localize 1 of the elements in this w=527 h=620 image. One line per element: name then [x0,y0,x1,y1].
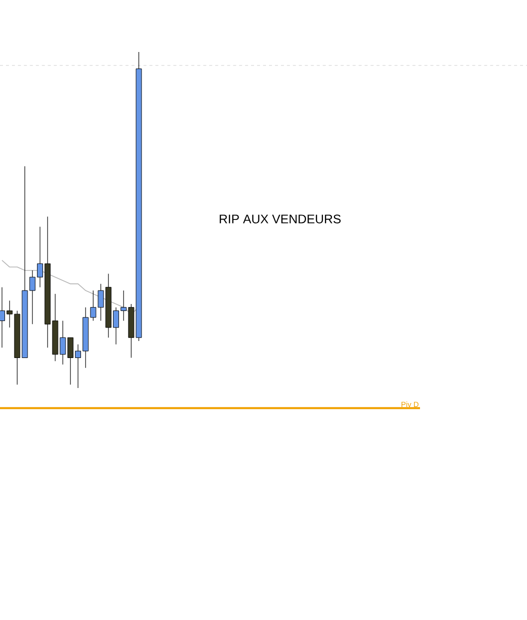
text: RIP AUX VENDEURS [220,214,341,224]
